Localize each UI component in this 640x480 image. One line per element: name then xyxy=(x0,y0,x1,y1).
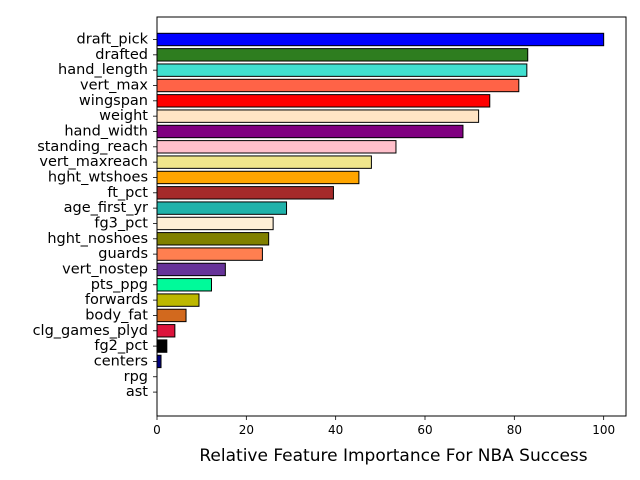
y-tick-label: standing_reach xyxy=(37,139,148,155)
bar-vert-max xyxy=(156,78,520,93)
plot-frame xyxy=(156,16,627,417)
x-tick-label: 20 xyxy=(239,423,254,437)
y-tick-label: fg2_pct xyxy=(94,338,148,354)
x-tick-label: 100 xyxy=(592,423,615,437)
y-tick-label: draft_pick xyxy=(77,32,149,48)
bar-standing-reach xyxy=(156,140,397,154)
y-tick-label: centers xyxy=(94,353,148,369)
x-tick-label: 60 xyxy=(417,423,432,437)
bar-age-first-yr xyxy=(156,201,288,215)
bar-hand-width xyxy=(156,124,464,139)
bar-pts-ppg xyxy=(156,278,212,292)
y-tick-label: clg_games_plyd xyxy=(33,323,148,339)
y-tick-label: forwards xyxy=(85,292,148,308)
y-tick-label: hght_wtshoes xyxy=(48,169,148,185)
y-tick-label: body_fat xyxy=(85,307,148,323)
y-tick-label: guards xyxy=(98,246,148,262)
bar-fg2-pct xyxy=(156,339,168,353)
y-tick-label: hand_width xyxy=(64,123,148,139)
x-tick-label: 40 xyxy=(328,423,343,437)
y-tick-label: pts_ppg xyxy=(91,277,148,293)
y-tick-label: fg3_pct xyxy=(94,215,148,231)
bar-centers xyxy=(156,354,162,369)
bar-vert-nostep xyxy=(156,262,226,277)
y-tick-label: rpg xyxy=(124,369,148,385)
x-tick-label: 80 xyxy=(507,423,522,437)
y-tick-label: weight xyxy=(99,108,148,124)
bar-hght-wtshoes xyxy=(156,170,360,185)
y-tick-label: ast xyxy=(126,384,148,400)
y-tick-label: vert_maxreach xyxy=(39,154,148,170)
x-ticks-group: 0 20 40 60 80 100 xyxy=(153,416,615,437)
y-tick-label: hand_length xyxy=(58,62,148,78)
bar-hand-length xyxy=(156,63,528,77)
y-tick-label: drafted xyxy=(95,47,148,63)
y-tick-label: wingspan xyxy=(79,93,148,109)
bar-wingspan xyxy=(156,94,491,108)
bar-weight xyxy=(156,109,480,123)
y-tick-label: vert_max xyxy=(80,77,148,93)
bar-fg3-pct xyxy=(156,216,274,231)
x-axis-label: Relative Feature Importance For NBA Succ… xyxy=(199,446,587,466)
y-tick-label: age_first_yr xyxy=(64,200,148,216)
bar-clg-games-plyd xyxy=(156,324,176,338)
bar-ft-pct xyxy=(156,186,334,200)
y-tick-label: hght_noshoes xyxy=(47,231,148,247)
y-tick-label: ft_pct xyxy=(107,185,148,201)
x-tick-label: 0 xyxy=(153,423,161,437)
bar-body-fat xyxy=(156,308,187,323)
bars-group xyxy=(156,32,605,369)
bar-vert-maxreach xyxy=(156,155,372,169)
bar-drafted xyxy=(156,48,529,62)
bar-guards xyxy=(156,247,263,261)
bar-hght-noshoes xyxy=(156,232,270,246)
bar-forwards xyxy=(156,293,200,307)
bar-draft-pick xyxy=(156,32,605,47)
y-tick-label: vert_nostep xyxy=(62,261,148,277)
category-labels-group: draft_pickdraftedhand_lengthvert_maxwing… xyxy=(33,32,157,400)
